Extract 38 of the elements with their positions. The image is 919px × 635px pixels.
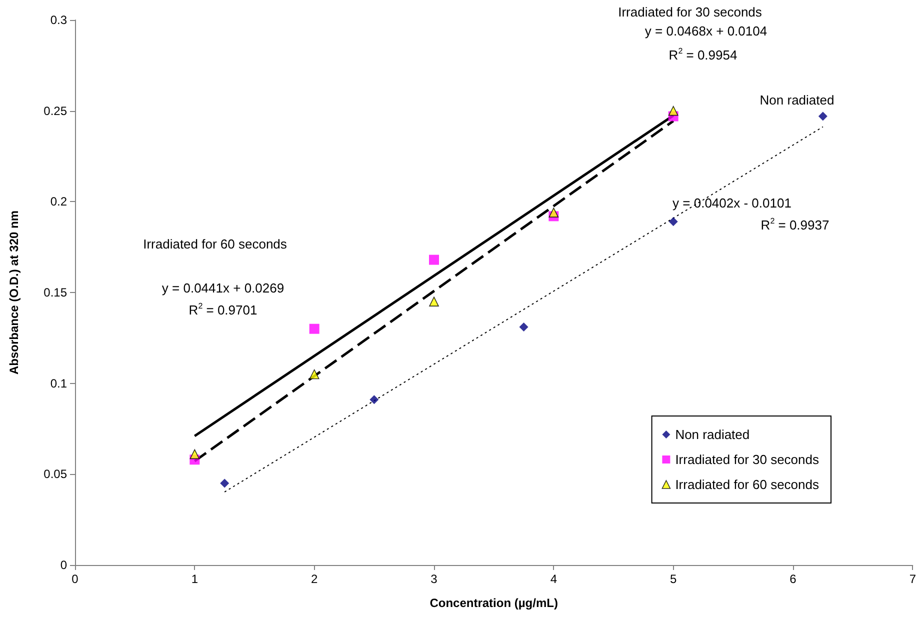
y-tick-label: 0.15: [44, 286, 68, 300]
x-tick-label: 0: [72, 572, 79, 586]
point: [429, 296, 439, 306]
point: [429, 254, 439, 265]
point: [309, 324, 320, 334]
text: Irradiated for 30 seconds: [618, 4, 762, 20]
annotation: y = 0.0468x + 0.0104: [644, 24, 768, 38]
x-tick-label: 5: [670, 572, 677, 586]
x-axis-title: Concentration (µg/mL): [430, 596, 558, 610]
y-tick-label: 0.3: [50, 13, 68, 27]
x-tick-label: 4: [550, 572, 558, 586]
point: [818, 112, 828, 121]
point: [220, 478, 230, 488]
x-tick-label: 7: [909, 572, 916, 586]
point: [370, 395, 379, 404]
y-tick-label: 0.2: [50, 194, 68, 209]
x-tick-label: 3: [430, 572, 438, 586]
point: [668, 217, 678, 226]
point: [309, 369, 320, 380]
y-tick-label: 0.05: [44, 467, 68, 482]
legend-label: Non radiated: [675, 427, 750, 442]
y-tick-label: 0: [60, 558, 68, 572]
x-tick-label: 1: [191, 572, 198, 586]
y-axis-title: Absorbance (O.D.) at 320 nm: [7, 210, 21, 375]
annotation: Non radiated: [760, 92, 834, 108]
y-tick-label: 0.25: [44, 104, 68, 118]
point: [668, 106, 678, 116]
x-tick-label: 2: [310, 572, 318, 586]
point: [548, 208, 559, 218]
point: [190, 449, 200, 460]
annotation: y = 0.0441x + 0.0269: [162, 280, 284, 296]
point: [519, 322, 528, 332]
legend-label: Irradiated for 60 seconds: [675, 477, 820, 492]
x-tick-label: 6: [790, 572, 797, 586]
annotation: y = 0.0402x - 0.0101: [672, 196, 792, 210]
legend-label: Irradiated for 30 seconds: [675, 452, 820, 467]
annotation: Irradiated for 60 seconds: [143, 236, 288, 252]
y-tick-label: 0.1: [50, 376, 68, 390]
